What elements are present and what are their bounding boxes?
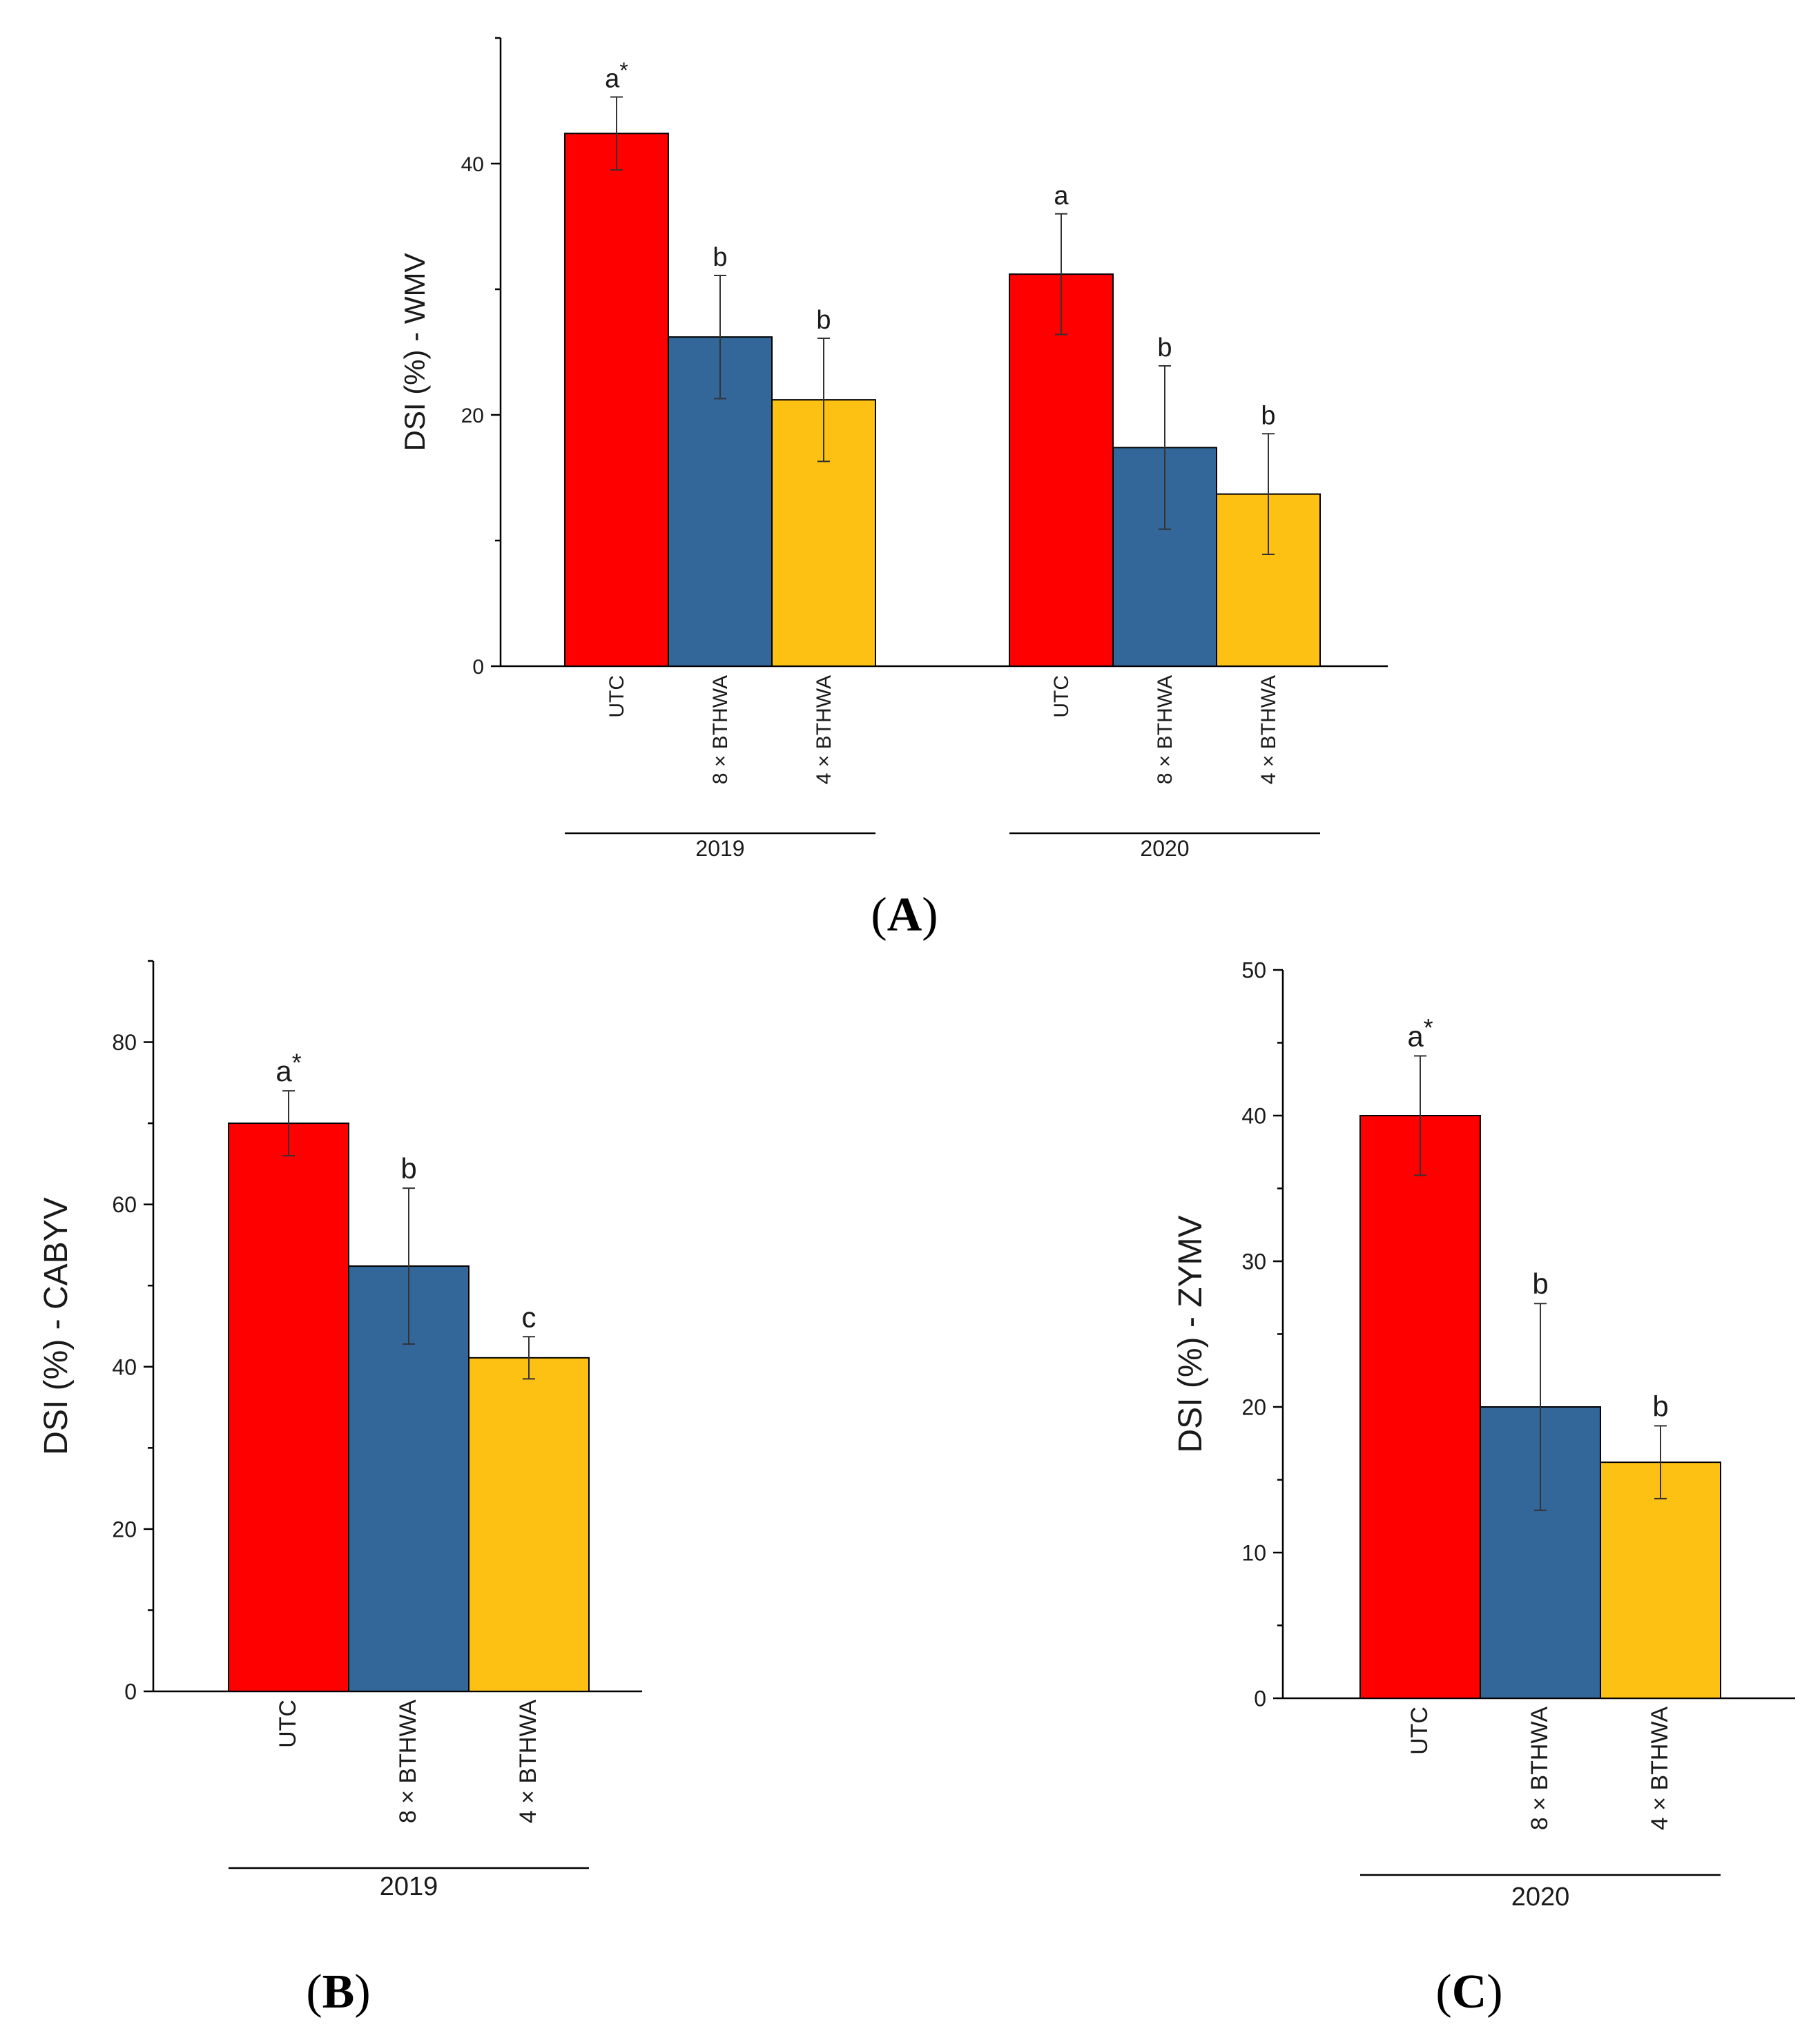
- y-tick-label-c-10: 10: [1241, 1541, 1266, 1566]
- error-bar-a-2020-4-bthwa: [1262, 433, 1275, 556]
- significance-letter-b-2019-8-bthwa: b: [400, 1152, 416, 1185]
- y-tick-label-c-20: 20: [1241, 1395, 1266, 1420]
- error-bar-a-2020-utc: [1055, 213, 1067, 336]
- category-label-a-2019-4-bthwa: 4 × BTHWA: [813, 675, 835, 784]
- significance-letter-c-2020-8-bthwa: b: [1532, 1267, 1548, 1300]
- error-bar-a-2020-8-bthwa: [1159, 365, 1171, 530]
- y-tick-label-c-50: 50: [1241, 958, 1266, 983]
- category-label-c-2020-4-bthwa: 4 × BTHWA: [1647, 1707, 1673, 1830]
- significance-letter-a-2019-utc: a*: [605, 58, 628, 93]
- significance-letter-c-2020-4-bthwa: b: [1652, 1390, 1668, 1422]
- group-label-a-2020: 2020: [1140, 836, 1189, 861]
- y-axis-label-c: DSI (%) - ZYMV: [1172, 1216, 1209, 1453]
- category-label-a-2020-8-bthwa: 8 × BTHWA: [1154, 675, 1177, 784]
- error-bar-a-2019-utc: [610, 96, 623, 171]
- significance-letter-c-2020-utc: a*: [1407, 1014, 1433, 1053]
- category-label-c-2020-8-bthwa: 8 × BTHWA: [1527, 1707, 1553, 1830]
- y-tick-label-a-20: 20: [461, 405, 484, 427]
- y-axis-label-a: DSI (%) - WMV: [398, 253, 431, 451]
- significance-letter-a-2020-8-bthwa: b: [1157, 333, 1172, 362]
- y-tick-label-a-40: 40: [461, 153, 484, 176]
- error-bar-c-2020-4-bthwa: [1654, 1425, 1667, 1499]
- bar-b-2019-utc: [228, 1123, 349, 1692]
- group-label-b-2019: 2019: [380, 1872, 438, 1901]
- significance-letter-b-2019-4-bthwa: c: [522, 1301, 536, 1333]
- significance-letter-b-2019-utc: a*: [275, 1049, 301, 1087]
- significance-letter-a-2019-4-bthwa: b: [816, 306, 831, 335]
- category-label-b-2019-utc: UTC: [275, 1700, 301, 1748]
- category-label-a-2020-utc: UTC: [1050, 675, 1073, 718]
- category-label-b-2019-4-bthwa: 4 × BTHWA: [515, 1700, 541, 1823]
- y-tick-label-b-0: 0: [124, 1680, 137, 1704]
- y-tick-label-b-40: 40: [112, 1354, 137, 1379]
- y-tick-label-b-60: 60: [112, 1192, 137, 1217]
- category-label-a-2019-utc: UTC: [606, 675, 628, 718]
- chart-panel-c: 0 10 20 30 40 50 DSI (%) - ZYMV a* UTC b 8 × BTHWA…: [1172, 958, 1795, 1912]
- panel-label-b: (B): [306, 1965, 370, 2019]
- error-bar-b-2019-8-bthwa: [403, 1187, 415, 1345]
- error-bar-a-2019-8-bthwa: [714, 274, 726, 400]
- y-tick-label-c-40: 40: [1241, 1104, 1266, 1129]
- category-label-b-2019-8-bthwa: 8 × BTHWA: [395, 1700, 421, 1823]
- error-bar-a-2019-4-bthwa: [817, 337, 830, 463]
- category-label-a-2020-4-bthwa: 4 × BTHWA: [1257, 675, 1280, 784]
- panel-label-a: (A): [871, 888, 938, 942]
- y-tick-label-c-0: 0: [1254, 1687, 1266, 1711]
- significance-letter-a-2019-8-bthwa: b: [713, 243, 727, 272]
- error-bar-b-2019-utc: [282, 1090, 295, 1157]
- bar-c-2020-utc: [1359, 1115, 1481, 1699]
- chart-panel-a: 0 20 40 DSI (%) - WMV a* UTC b 8 × BTHWA b 4 × BT…: [398, 37, 1388, 861]
- y-tick-label-b-20: 20: [112, 1517, 137, 1542]
- significance-letter-a-2020-4-bthwa: b: [1261, 401, 1275, 430]
- group-label-c-2020: 2020: [1511, 1883, 1570, 1912]
- y-axis-label-b: DSI (%) - CABYV: [38, 1197, 75, 1455]
- category-label-a-2019-8-bthwa: 8 × BTHWA: [709, 675, 732, 784]
- significance-letter-a-2020-utc: a: [1054, 182, 1069, 211]
- group-label-a-2019: 2019: [695, 836, 744, 861]
- error-bar-b-2019-4-bthwa: [523, 1336, 535, 1380]
- panel-label-c: (C): [1435, 1965, 1502, 2019]
- bar-b-2019-4-bthwa: [468, 1357, 590, 1692]
- bar-a-2019-utc: [564, 133, 669, 667]
- error-bar-c-2020-8-bthwa: [1534, 1303, 1547, 1511]
- y-tick-label-c-30: 30: [1241, 1250, 1266, 1274]
- y-tick-label-b-80: 80: [112, 1030, 137, 1055]
- y-tick-label-a-0: 0: [472, 656, 484, 679]
- chart-panel-b: 0 20 40 60 80 DSI (%) - CABYV a* UTC b 8 × BTHWA c…: [38, 960, 642, 1901]
- category-label-c-2020-utc: UTC: [1406, 1707, 1433, 1755]
- error-bar-c-2020-utc: [1414, 1055, 1426, 1176]
